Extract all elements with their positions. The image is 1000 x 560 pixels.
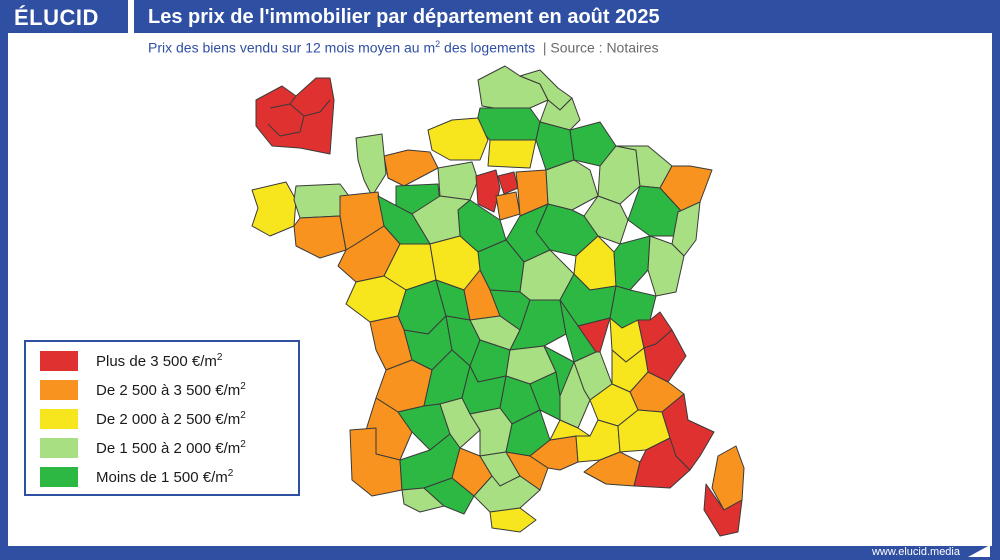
header-bar: ÉLUCID Les prix de l'immobilier par dépa… — [0, 0, 1000, 33]
dept-region — [613, 235, 651, 291]
subtitle-sup: 2 — [435, 39, 441, 49]
legend-label: Plus de 3 500 €/m2 — [96, 352, 223, 370]
dept-region — [489, 507, 537, 533]
page-title: Les prix de l'immobilier par département… — [148, 6, 660, 28]
dept-region — [437, 161, 479, 201]
header-divider — [128, 0, 134, 33]
legend-swatch-orange — [40, 380, 78, 400]
dept-region — [475, 169, 501, 213]
dept-region — [549, 419, 591, 441]
dept-region — [703, 483, 743, 537]
subtitle-rest: des logements — [440, 39, 536, 56]
dept-region — [303, 99, 331, 117]
legend-row: De 1 500 à 2 000 €/m2 — [40, 437, 246, 459]
subtitle-separator: | — [542, 39, 547, 56]
footer-url: www.elucid.media — [871, 546, 960, 558]
legend-row: De 2 000 à 2 500 €/m2 — [40, 408, 246, 430]
legend-label: De 2 000 à 2 500 €/m2 — [96, 410, 246, 428]
subtitle: Prix des biens vendu sur 12 mois moyen a… — [148, 39, 659, 56]
dept-region — [255, 77, 335, 155]
dept-region — [427, 117, 489, 161]
legend-label: Moins de 1 500 €/m2 — [96, 468, 234, 486]
dept-region — [251, 181, 297, 237]
elucid-logo: ÉLUCID — [14, 5, 99, 30]
legend-row: Plus de 3 500 €/m2 — [40, 350, 222, 372]
dept-region — [495, 191, 521, 221]
dept-region — [267, 103, 305, 137]
dept-region — [355, 133, 387, 197]
dept-region — [401, 487, 445, 513]
subtitle-source: Source : Notaires — [550, 39, 659, 56]
legend-swatch-red — [40, 351, 78, 371]
dept-region — [661, 393, 715, 471]
elucid-mark-icon — [968, 545, 990, 557]
dept-region — [529, 371, 561, 421]
dept-region — [289, 95, 297, 105]
map-legend: Plus de 3 500 €/m2 De 2 500 à 3 500 €/m2… — [24, 340, 300, 496]
dept-region — [545, 159, 599, 211]
dept-region — [497, 171, 519, 195]
dept-region — [671, 201, 701, 257]
legend-swatch-green — [40, 467, 78, 487]
legend-swatch-yellow — [40, 409, 78, 429]
legend-row: Moins de 1 500 €/m2 — [40, 466, 233, 488]
legend-label: De 1 500 à 2 000 €/m2 — [96, 439, 246, 457]
dept-region — [487, 139, 537, 169]
dept-region — [293, 215, 347, 259]
dept-region — [423, 477, 475, 515]
legend-row: De 2 500 à 3 500 €/m2 — [40, 379, 246, 401]
legend-label: De 2 500 à 3 500 €/m2 — [96, 381, 246, 399]
dept-region — [383, 149, 439, 187]
legend-swatch-lightgreen — [40, 438, 78, 458]
subtitle-main: Prix des biens vendu sur 12 mois moyen a… — [148, 39, 436, 56]
